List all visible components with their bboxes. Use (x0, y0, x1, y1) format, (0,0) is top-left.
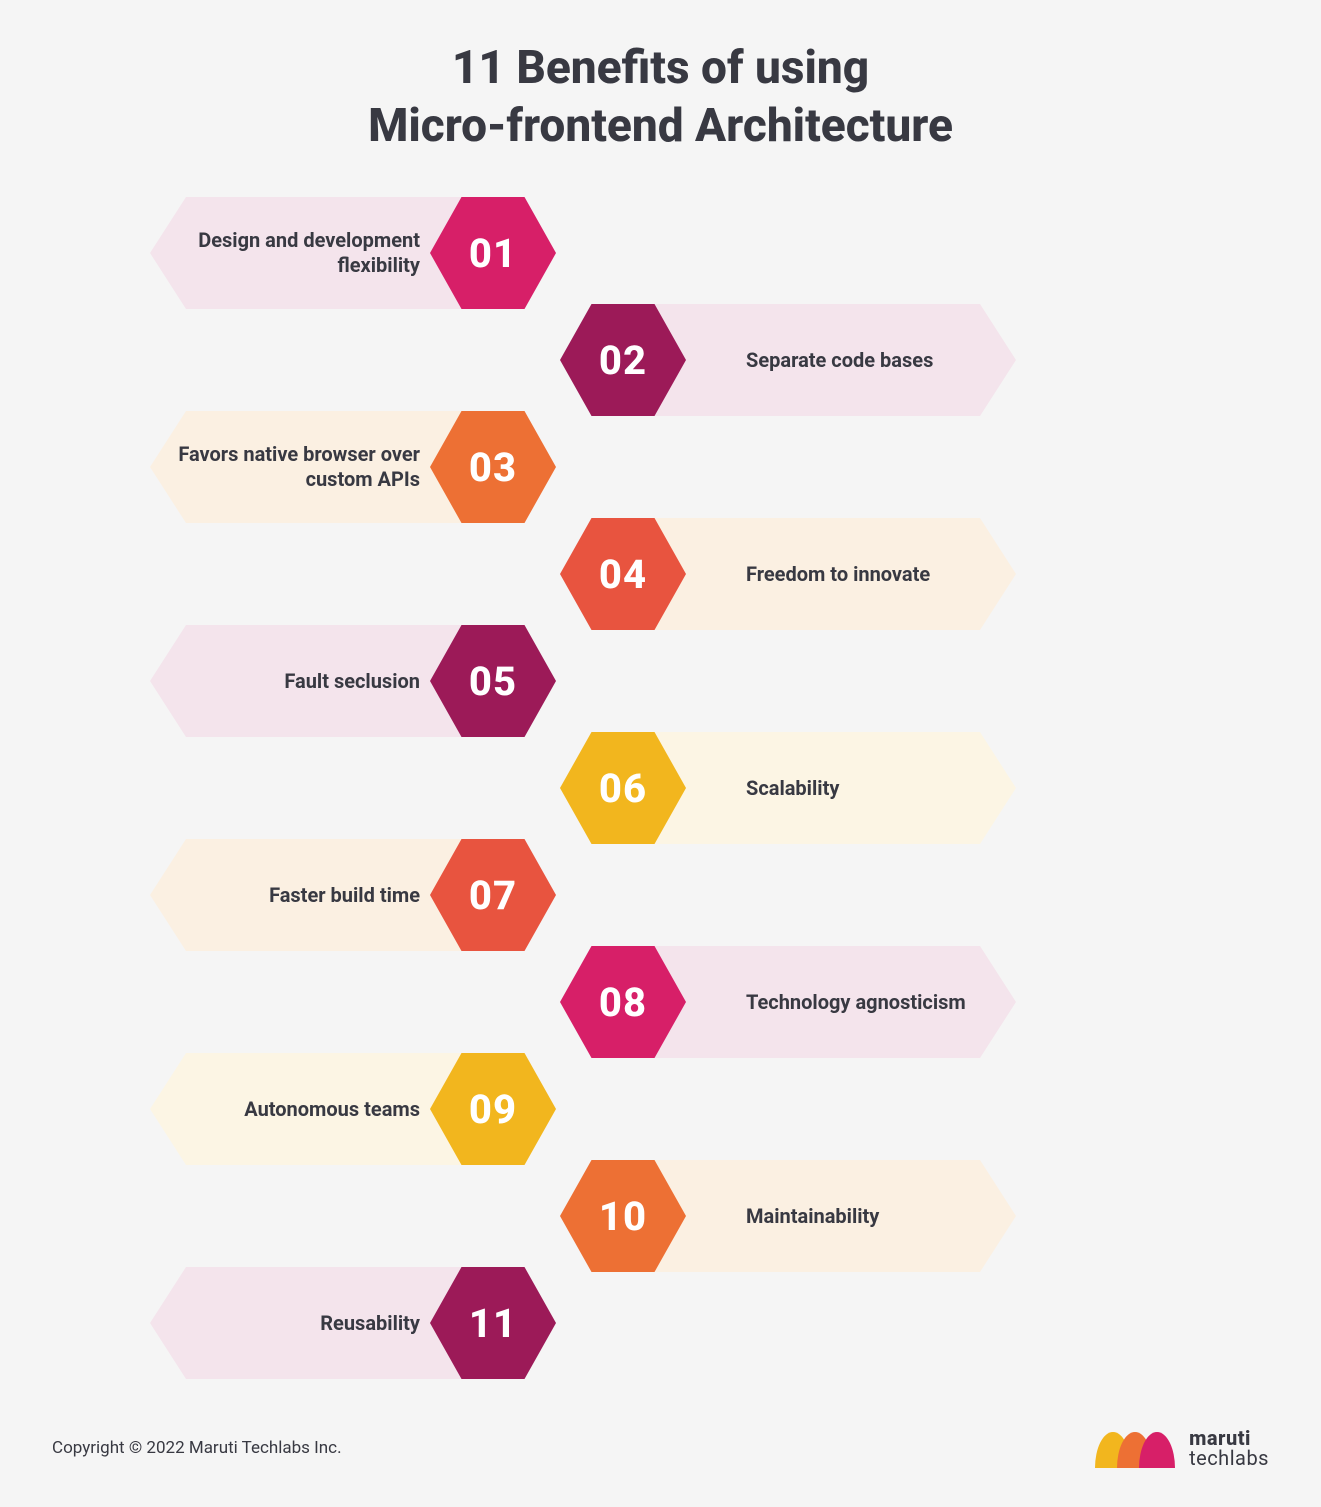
title-line-1: 11 Benefits of using (452, 41, 869, 95)
benefits-chart: Design and development flexibility 01 Sepa… (0, 191, 1321, 1371)
brand-text: maruti techlabs (1189, 1428, 1269, 1468)
benefit-number: 02 (599, 337, 647, 384)
benefit-row: Faster build time 07 (150, 839, 556, 951)
benefit-label: Freedom to innovate (746, 562, 930, 587)
benefit-bar: Separate code bases (646, 304, 1016, 416)
benefit-number: 04 (599, 551, 647, 598)
benefit-number: 08 (599, 979, 647, 1026)
benefit-number: 11 (469, 1300, 517, 1347)
benefit-label: Maintainability (746, 1204, 879, 1229)
benefit-number: 06 (599, 765, 647, 812)
benefit-bar: Scalability (646, 732, 1016, 844)
benefit-number: 10 (599, 1193, 647, 1240)
benefit-row: Maintainability 10 (560, 1160, 1016, 1272)
benefit-number: 07 (469, 872, 517, 919)
benefit-label: Design and development flexibility (150, 228, 420, 278)
benefit-number: 05 (469, 658, 517, 705)
benefit-bar: Technology agnosticism (646, 946, 1016, 1058)
footer: Copyright © 2022 Maruti Techlabs Inc. ma… (0, 1417, 1321, 1507)
benefit-row: Scalability 06 (560, 732, 1016, 844)
brand-name: maruti (1189, 1428, 1269, 1448)
brand: maruti techlabs (1095, 1428, 1269, 1468)
benefit-row: Separate code bases 02 (560, 304, 1016, 416)
benefit-number: 01 (469, 230, 517, 277)
benefit-row: Favors native browser over custom APIs 03 (150, 411, 556, 523)
copyright: Copyright © 2022 Maruti Techlabs Inc. (52, 1438, 342, 1458)
benefit-row: Design and development flexibility 01 (150, 197, 556, 309)
benefit-row: Reusability 11 (150, 1267, 556, 1379)
benefit-label: Fault seclusion (284, 669, 420, 694)
benefit-row: Fault seclusion 05 (150, 625, 556, 737)
benefit-row: Freedom to innovate 04 (560, 518, 1016, 630)
benefit-label: Faster build time (269, 883, 420, 908)
benefit-row: Autonomous teams 09 (150, 1053, 556, 1165)
benefit-number: 09 (469, 1086, 517, 1133)
benefit-bar: Maintainability (646, 1160, 1016, 1272)
benefit-row: Technology agnosticism 08 (560, 946, 1016, 1058)
benefit-label: Favors native browser over custom APIs (150, 442, 420, 492)
brand-logo-icon (1095, 1428, 1177, 1468)
benefit-label: Separate code bases (746, 348, 933, 373)
benefit-label: Technology agnosticism (746, 990, 966, 1015)
benefit-label: Scalability (746, 776, 839, 801)
benefit-label: Autonomous teams (244, 1097, 420, 1122)
benefit-label: Reusability (320, 1311, 420, 1336)
benefit-number: 03 (469, 444, 517, 491)
brand-sub: techlabs (1189, 1448, 1269, 1468)
title-line-2: Micro-frontend Architecture (368, 99, 953, 153)
benefit-bar: Freedom to innovate (646, 518, 1016, 630)
page-title: 11 Benefits of using Micro-frontend Arch… (0, 40, 1321, 155)
